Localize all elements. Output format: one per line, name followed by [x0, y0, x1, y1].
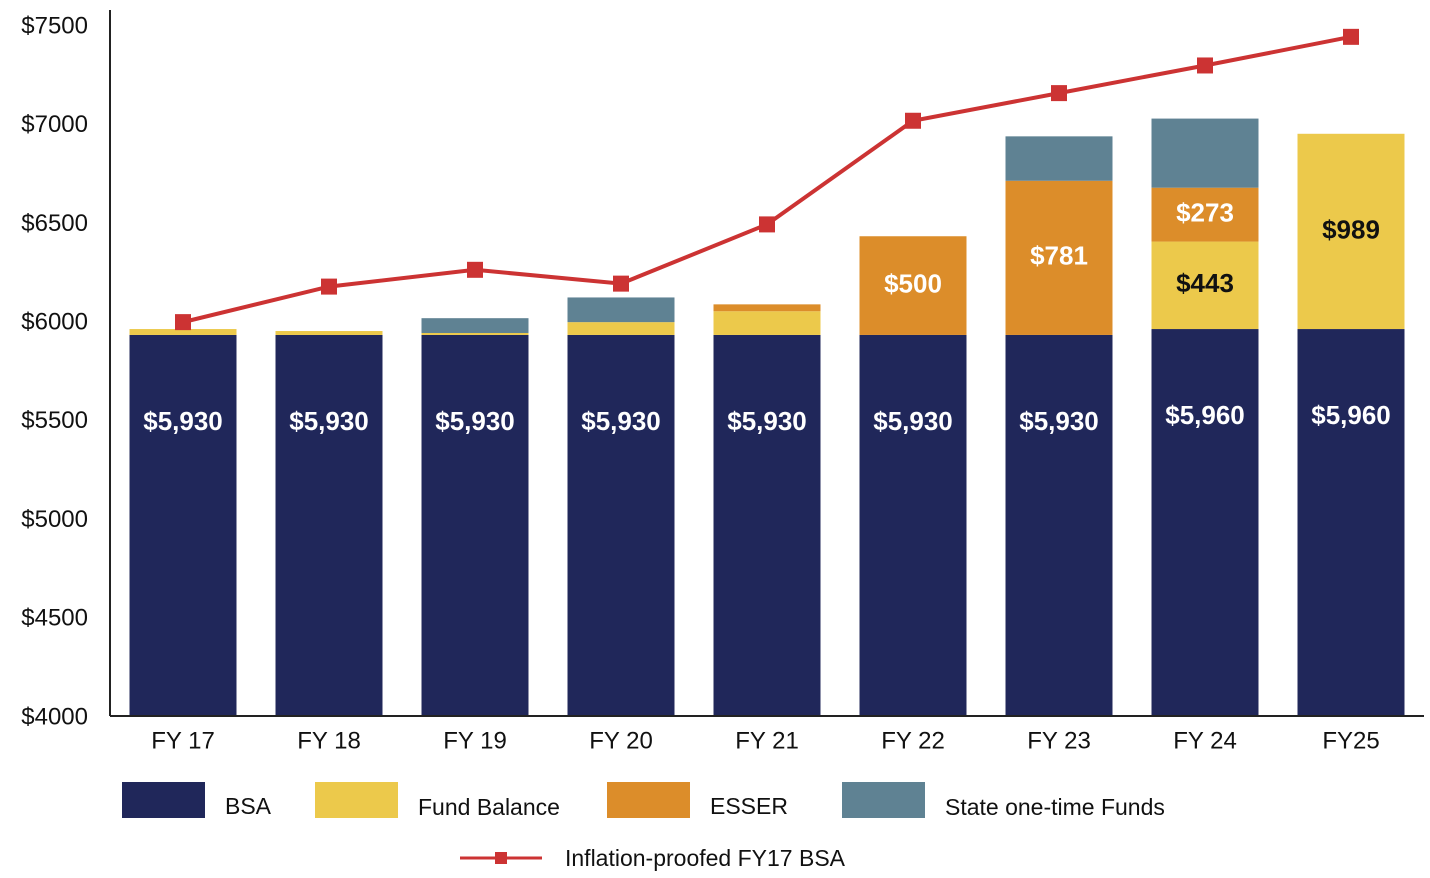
legend-label: BSA — [225, 793, 272, 819]
value-label: $5,930 — [143, 406, 223, 436]
value-label: $5,930 — [435, 406, 515, 436]
value-label: $5,930 — [727, 406, 807, 436]
bar-segment — [567, 322, 675, 335]
bar-segment — [1297, 133, 1405, 330]
legend-swatch — [607, 782, 690, 818]
legend-label: ESSER — [710, 793, 788, 819]
bar-segment — [275, 334, 383, 716]
value-label: $500 — [884, 268, 942, 298]
bar-segment — [713, 304, 821, 312]
line-marker — [1051, 85, 1067, 102]
bar-segment — [567, 297, 675, 323]
bar-segment — [421, 334, 529, 716]
legend-swatch — [842, 782, 925, 818]
x-tick-label: FY25 — [1322, 727, 1379, 754]
line-marker — [759, 216, 775, 233]
value-label: $5,930 — [289, 406, 369, 436]
line-marker — [1197, 57, 1213, 74]
y-tick-label: $6000 — [21, 308, 88, 335]
bar-segment — [421, 332, 529, 335]
bar-segment — [859, 334, 967, 716]
legend-label: Inflation-proofed FY17 BSA — [565, 845, 846, 871]
x-tick-label: FY 24 — [1173, 727, 1237, 754]
line-marker — [905, 112, 921, 129]
y-tick-label: $5500 — [21, 407, 88, 434]
value-label: $5,960 — [1311, 400, 1391, 430]
line-marker — [613, 275, 629, 292]
value-label: $989 — [1322, 214, 1380, 244]
y-tick-label: $4500 — [21, 605, 88, 632]
bar-segment — [129, 334, 237, 716]
value-label: $443 — [1176, 268, 1234, 298]
bar-segment — [1151, 187, 1259, 242]
bar-segment — [1005, 180, 1113, 335]
legend-swatch — [315, 782, 398, 818]
x-tick-label: FY 23 — [1027, 727, 1091, 754]
y-tick-label: $7000 — [21, 111, 88, 138]
x-tick-label: FY 19 — [443, 727, 507, 754]
y-tick-label: $5000 — [21, 506, 88, 533]
legend-label: Fund Balance — [418, 794, 560, 820]
bar-segment — [567, 334, 675, 716]
value-label: $273 — [1176, 198, 1234, 228]
value-label: $5,960 — [1165, 400, 1245, 430]
x-tick-label: FY 21 — [735, 727, 799, 754]
legend-swatch — [122, 782, 205, 818]
bar-segment — [421, 318, 529, 333]
legend-label: State one-time Funds — [945, 794, 1165, 820]
bar-segment — [129, 329, 237, 335]
y-tick-label: $7500 — [21, 12, 88, 39]
value-label: $5,930 — [1019, 406, 1099, 436]
value-label: $5,930 — [873, 406, 953, 436]
x-tick-label: FY 17 — [151, 727, 215, 754]
bar-segment — [1151, 241, 1259, 330]
line-marker — [467, 261, 483, 278]
bar-segment — [275, 331, 383, 335]
line-marker — [175, 314, 191, 331]
x-tick-label: FY 20 — [589, 727, 653, 754]
y-tick-label: $4000 — [21, 703, 88, 730]
bar-segment — [1151, 118, 1259, 188]
bar-segment — [1005, 136, 1113, 181]
bar-segment — [1005, 334, 1113, 716]
value-label: $781 — [1030, 241, 1088, 271]
legend-marker — [495, 852, 507, 864]
y-tick-label: $6500 — [21, 210, 88, 237]
value-label: $5,930 — [581, 406, 661, 436]
x-tick-label: FY 22 — [881, 727, 945, 754]
bar-segment — [1297, 329, 1405, 716]
bar-segment — [859, 236, 967, 335]
line-marker — [1343, 28, 1359, 45]
line-marker — [321, 278, 337, 295]
x-tick-label: FY 18 — [297, 727, 361, 754]
bar-segment — [713, 311, 821, 335]
bar-segment — [713, 334, 821, 716]
bar-segment — [1151, 329, 1259, 716]
